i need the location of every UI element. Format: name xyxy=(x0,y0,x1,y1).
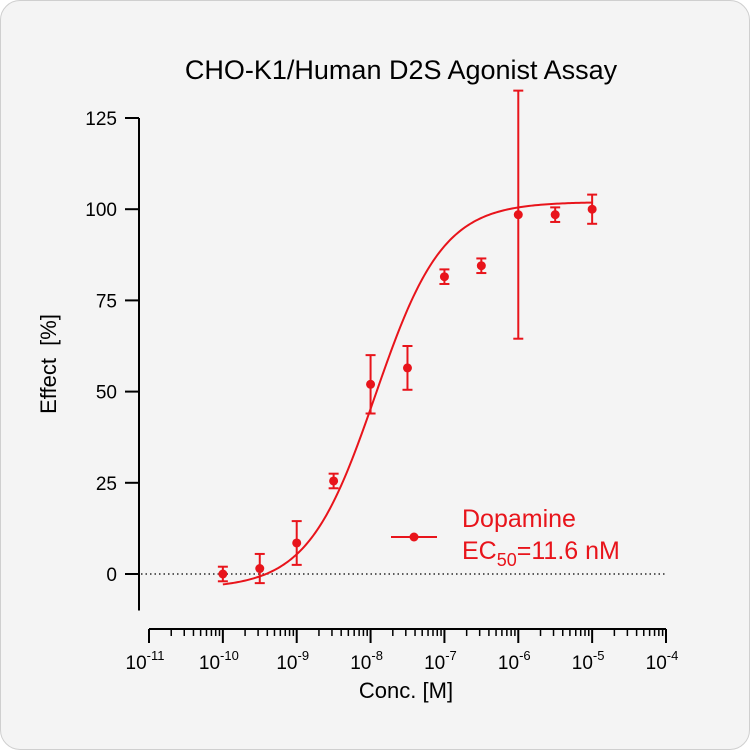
data-point xyxy=(439,272,449,282)
x-tick-base: 10 xyxy=(126,653,147,674)
legend-point-marker xyxy=(409,532,419,542)
data-point xyxy=(292,538,302,548)
x-tick-base: 10 xyxy=(424,653,445,674)
x-tick-base: 10 xyxy=(498,653,519,674)
data-point xyxy=(402,363,412,373)
x-tick-base: 10 xyxy=(646,653,667,674)
x-tick-label: 10-5 xyxy=(572,648,605,674)
data-point xyxy=(329,476,339,486)
x-tick-label: 10-10 xyxy=(199,648,239,674)
x-tick-exponent: -7 xyxy=(445,648,457,663)
legend-ec50-label: EC50=11.6 nM xyxy=(462,537,620,570)
x-tick-base: 10 xyxy=(199,653,220,674)
y-tick-label: 100 xyxy=(85,200,117,221)
y-tick-label: 125 xyxy=(85,109,117,130)
y-tick-label: 25 xyxy=(96,474,117,495)
x-tick-label: 10-11 xyxy=(126,648,165,674)
ec50-value: =11.6 nM xyxy=(517,537,620,565)
x-tick-label: 10-4 xyxy=(646,648,679,674)
y-axis: 0 25 50 75 100 125 xyxy=(85,109,140,611)
x-tick-base: 10 xyxy=(350,653,371,674)
y-tick-label: 75 xyxy=(96,291,117,312)
chart-title: CHO-K1/Human D2S Agonist Assay xyxy=(185,55,618,85)
legend-series-label: Dopamine xyxy=(462,505,576,533)
data-point xyxy=(476,261,486,271)
x-tick-base: 10 xyxy=(572,653,593,674)
x-tick-exponent: -10 xyxy=(220,648,239,663)
x-tick-exponent: -11 xyxy=(147,648,165,663)
data-points xyxy=(217,89,598,585)
x-tick-exponent: -5 xyxy=(593,648,605,663)
legend: Dopamine EC50=11.6 nM xyxy=(391,505,620,570)
x-axis: 10-11 10-10 10-9 10-8 10-7 10-6 10-5 10-4 xyxy=(126,628,679,674)
data-point xyxy=(255,564,265,574)
x-tick-label: 10-7 xyxy=(424,648,457,674)
data-point xyxy=(366,379,376,389)
data-point xyxy=(218,569,228,579)
data-point xyxy=(550,210,560,220)
x-tick-exponent: -9 xyxy=(298,648,310,663)
x-tick-base: 10 xyxy=(276,653,297,674)
fit-curve xyxy=(222,201,593,586)
x-tick-label: 10-6 xyxy=(498,648,531,674)
y-axis-title: Effect [%] xyxy=(36,314,61,414)
y-tick-label: 0 xyxy=(106,565,117,586)
data-point xyxy=(587,204,597,214)
y-tick-label: 50 xyxy=(96,383,117,404)
x-tick-label: 10-9 xyxy=(276,648,309,674)
ec50-prefix: EC xyxy=(462,537,497,565)
x-axis-title: Conc. [M] xyxy=(359,678,453,703)
data-point xyxy=(513,210,523,220)
x-tick-exponent: -4 xyxy=(667,648,679,663)
x-tick-label: 10-8 xyxy=(350,648,383,674)
x-tick-exponent: -8 xyxy=(371,648,383,663)
ec50-subscript: 50 xyxy=(497,550,517,570)
x-tick-exponent: -6 xyxy=(519,648,531,663)
